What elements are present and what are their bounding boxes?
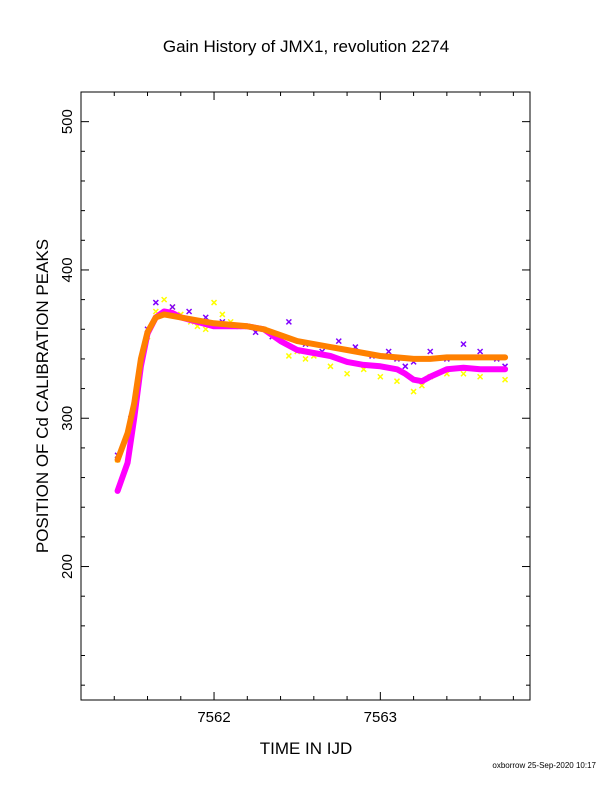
plot-frame — [80, 91, 531, 701]
y-tick-label: 500 — [59, 109, 76, 134]
data-point — [152, 299, 159, 306]
y-tick-labels: 200 300 400 500 — [59, 109, 76, 579]
data-point — [302, 355, 309, 362]
series-3 — [114, 311, 509, 463]
data-point — [460, 370, 467, 377]
series-0 — [114, 296, 509, 463]
y-tick-label: 300 — [59, 406, 76, 431]
data-point — [427, 348, 434, 355]
data-point — [285, 352, 292, 359]
x-axis-label: TIME IN IJD — [260, 739, 353, 758]
chart-title: Gain History of JMX1, revolution 2274 — [163, 37, 449, 56]
data-point — [344, 370, 351, 377]
data-point — [410, 388, 417, 395]
data-point — [502, 376, 509, 383]
data-point — [327, 363, 334, 370]
data-series — [114, 296, 509, 494]
data-point — [385, 348, 392, 355]
data-point — [285, 318, 292, 325]
y-tick-label: 400 — [59, 257, 76, 282]
data-point — [477, 348, 484, 355]
series-line — [114, 311, 509, 463]
data-point — [477, 373, 484, 380]
footer-stamp: oxborrow 25-Sep-2020 10:17 — [492, 761, 596, 770]
x-tick-label: 7562 — [197, 709, 230, 726]
y-tick-label: 200 — [59, 554, 76, 579]
axis-ticks — [80, 91, 530, 700]
series-2 — [114, 308, 509, 494]
data-point — [219, 311, 226, 318]
data-point — [402, 363, 409, 370]
data-point — [161, 296, 168, 303]
data-point — [393, 378, 400, 385]
data-point — [169, 303, 176, 311]
data-point — [377, 373, 384, 380]
data-point — [211, 299, 218, 306]
x-tick-label: 7563 — [364, 709, 397, 726]
series-line — [114, 308, 509, 494]
data-point — [335, 338, 342, 345]
data-point — [186, 308, 193, 315]
data-point — [460, 341, 467, 348]
x-tick-labels: 7562 7563 — [197, 709, 397, 726]
series-1 — [114, 299, 509, 459]
data-point — [418, 382, 425, 389]
y-axis-label: POSITION OF Cd CALIBRATION PEAKS — [33, 239, 52, 553]
